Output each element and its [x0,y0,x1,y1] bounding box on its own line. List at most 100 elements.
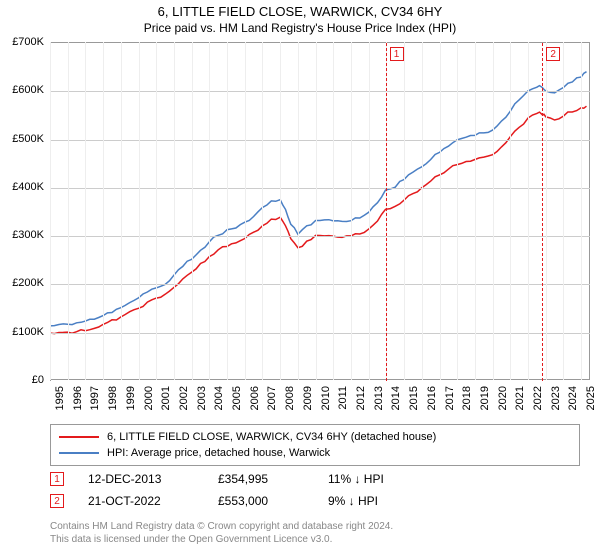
x-tick-label: 1999 [125,386,137,410]
x-tick-label: 2007 [266,386,278,410]
x-tick-label: 2012 [355,386,367,410]
x-tick-label: 2016 [426,386,438,410]
x-tick-label: 2024 [567,386,579,410]
x-gridline [174,42,175,380]
sale-date: 21-OCT-2022 [88,494,218,508]
x-tick-label: 2005 [231,386,243,410]
sale-row: 2 21-OCT-2022£553,0009% ↓ HPI [50,490,580,512]
footer-line-2: This data is licensed under the Open Gov… [50,533,393,546]
legend-swatch [59,436,99,438]
x-gridline [103,42,104,380]
x-gridline [333,42,334,380]
x-gridline [457,42,458,380]
y-tick-label: £200K [12,277,44,289]
x-gridline [493,42,494,380]
sale-price: £553,000 [218,494,328,508]
x-gridline [227,42,228,380]
y-tick-label: £400K [12,181,44,193]
plot-region: 12 [50,42,590,380]
chart-subtitle: Price paid vs. HM Land Registry's House … [0,21,600,35]
x-gridline [121,42,122,380]
x-gridline [510,42,511,380]
y-tick-label: £0 [32,374,44,386]
x-tick-label: 2009 [302,386,314,410]
x-tick-label: 2003 [196,386,208,410]
x-tick-label: 2001 [160,386,172,410]
x-tick-label: 2018 [461,386,473,410]
x-tick-label: 1996 [72,386,84,410]
x-tick-label: 2013 [373,386,385,410]
x-gridline [209,42,210,380]
x-tick-label: 1997 [89,386,101,410]
legend-swatch [59,452,99,454]
x-tick-label: 2006 [249,386,261,410]
sale-price: £354,995 [218,472,328,486]
x-gridline [546,42,547,380]
legend-label: 6, LITTLE FIELD CLOSE, WARWICK, CV34 6HY… [107,431,436,443]
x-tick-label: 2023 [550,386,562,410]
y-gridline [50,236,590,237]
x-tick-label: 2017 [444,386,456,410]
y-tick-label: £600K [12,84,44,96]
x-gridline [404,42,405,380]
x-tick-label: 2004 [213,386,225,410]
sale-row: 112-DEC-2013£354,99511% ↓ HPI [50,468,580,490]
x-tick-label: 2014 [390,386,402,410]
legend-item: HPI: Average price, detached house, Warw… [59,445,571,461]
series-line-hpi [50,72,587,326]
chart-area: 12 £0£100K£200K£300K£400K£500K£600K£700K… [50,42,590,380]
x-tick-label: 2011 [337,386,349,410]
x-gridline [68,42,69,380]
x-gridline [440,42,441,380]
x-gridline [298,42,299,380]
x-tick-label: 2002 [178,386,190,410]
legend: 6, LITTLE FIELD CLOSE, WARWICK, CV34 6HY… [50,424,580,466]
chart-title: 6, LITTLE FIELD CLOSE, WARWICK, CV34 6HY [0,4,600,19]
x-gridline [563,42,564,380]
y-gridline [50,91,590,92]
x-tick-label: 2022 [532,386,544,410]
y-gridline [50,140,590,141]
x-gridline [351,42,352,380]
plot-svg [50,43,590,381]
x-tick-label: 1995 [54,386,66,410]
y-gridline [50,188,590,189]
sale-marker-icon: 2 [50,494,64,508]
x-gridline [85,42,86,380]
y-tick-label: £700K [12,36,44,48]
x-gridline [422,42,423,380]
x-gridline [156,42,157,380]
x-tick-label: 2021 [514,386,526,410]
sale-pct-vs-hpi: 9% ↓ HPI [328,494,448,508]
x-gridline [475,42,476,380]
legend-label: HPI: Average price, detached house, Warw… [107,447,330,459]
sale-marker-box: 1 [390,47,404,61]
x-gridline [262,42,263,380]
y-gridline [50,284,590,285]
x-gridline [139,42,140,380]
x-gridline [280,42,281,380]
x-gridline [369,42,370,380]
sales-table: 112-DEC-2013£354,99511% ↓ HPI221-OCT-202… [50,468,580,512]
y-tick-label: £500K [12,133,44,145]
sale-date: 12-DEC-2013 [88,472,218,486]
x-tick-label: 2025 [585,386,597,410]
footer-attribution: Contains HM Land Registry data © Crown c… [50,520,393,546]
footer-line-1: Contains HM Land Registry data © Crown c… [50,520,393,533]
x-tick-label: 2008 [284,386,296,410]
x-tick-label: 2019 [479,386,491,410]
sale-marker-icon: 1 [50,472,64,486]
chart-container: 6, LITTLE FIELD CLOSE, WARWICK, CV34 6HY… [0,0,600,560]
x-tick-label: 1998 [107,386,119,410]
x-gridline [50,42,51,380]
sale-marker-line [542,43,543,381]
sale-marker-box: 2 [546,47,560,61]
legend-item: 6, LITTLE FIELD CLOSE, WARWICK, CV34 6HY… [59,429,571,445]
titles: 6, LITTLE FIELD CLOSE, WARWICK, CV34 6HY… [0,0,600,35]
x-tick-label: 2020 [497,386,509,410]
x-gridline [316,42,317,380]
x-gridline [581,42,582,380]
sale-marker-line [386,43,387,381]
y-gridline [50,333,590,334]
x-tick-label: 2015 [408,386,420,410]
